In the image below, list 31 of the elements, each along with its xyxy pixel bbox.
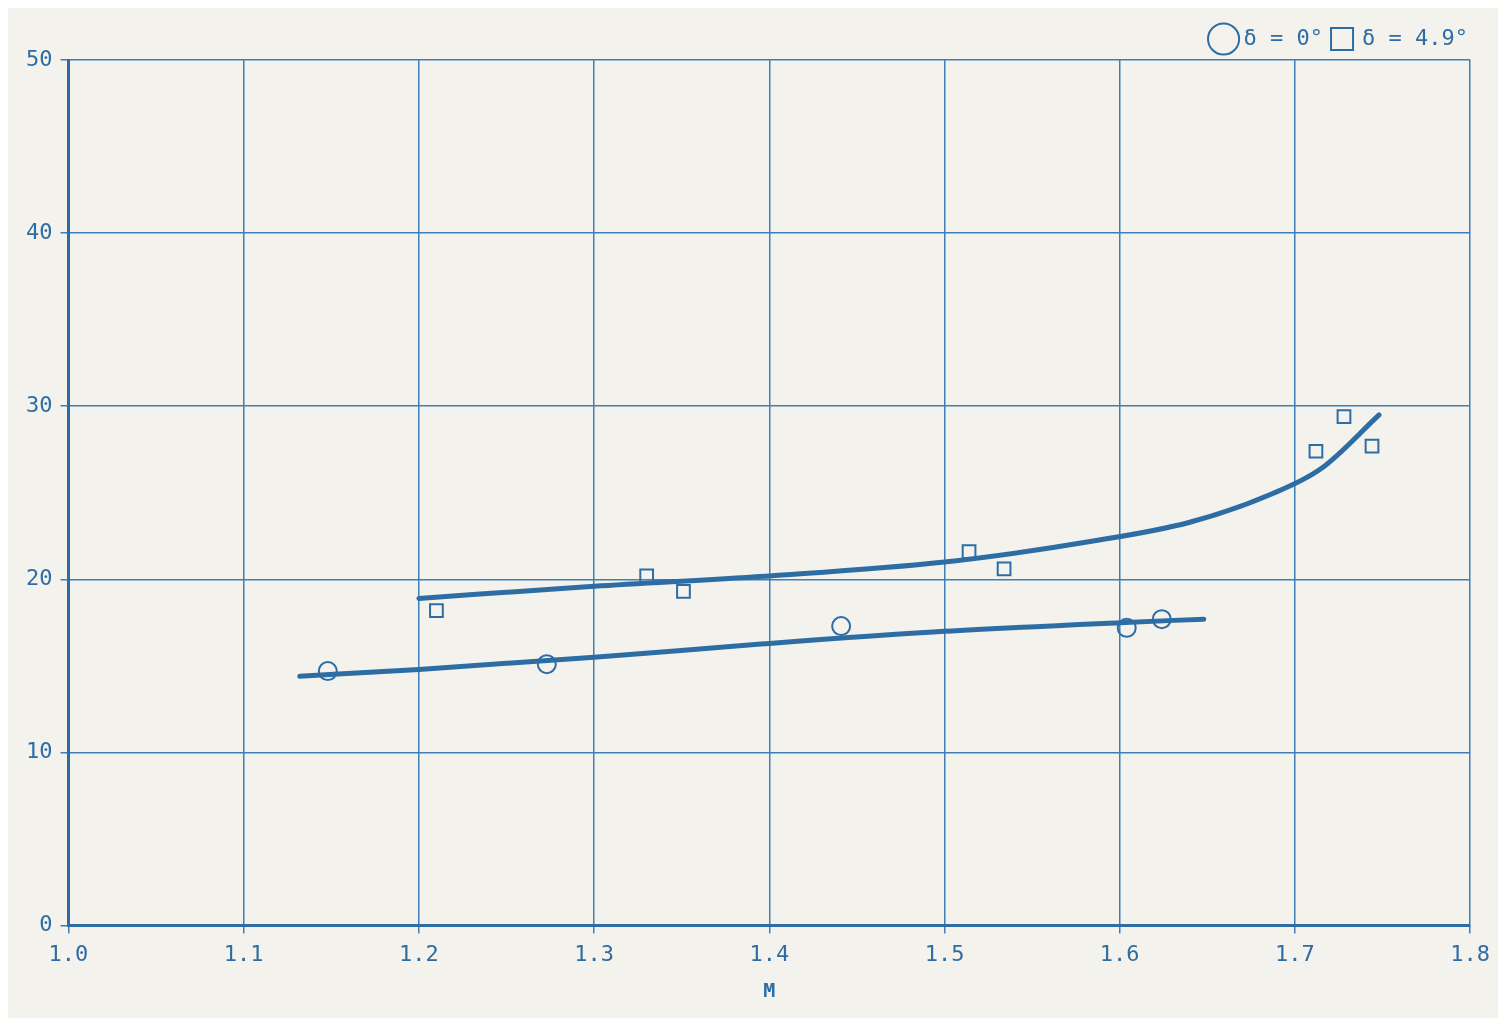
point <box>1116 617 1137 638</box>
y-tick-label: 30 <box>25 391 53 417</box>
point <box>639 568 655 584</box>
x-tick-label: 1.3 <box>574 940 614 966</box>
legend-label: δ = 4.9° <box>1362 24 1469 50</box>
point <box>536 654 557 675</box>
point <box>996 561 1012 577</box>
y-tick-label: 50 <box>25 45 53 71</box>
x-tick-label: 1.6 <box>1099 940 1140 966</box>
point <box>1151 609 1172 630</box>
y-tick-label: 10 <box>25 738 53 764</box>
x-tick-label: 1.0 <box>48 940 89 966</box>
point <box>1364 438 1380 454</box>
x-tick-label: 1.5 <box>924 940 965 966</box>
y-tick-label: 0 <box>39 911 53 937</box>
point <box>676 584 691 599</box>
x-axis-title: M <box>763 978 776 1003</box>
x-tick-label: 1.8 <box>1450 940 1491 966</box>
legend-label: δ = 0° <box>1243 24 1324 50</box>
point <box>961 544 977 560</box>
x-tick-label: 1.4 <box>749 940 790 966</box>
y-tick-label: 20 <box>25 565 53 591</box>
point <box>429 603 444 618</box>
x-tick-label: 1.1 <box>223 940 264 966</box>
point <box>831 616 852 637</box>
y-tick-label: 40 <box>25 218 53 244</box>
point <box>1308 443 1324 459</box>
point <box>317 661 338 682</box>
x-tick-label: 1.2 <box>399 940 439 966</box>
point <box>1336 409 1352 424</box>
x-tick-label: 1.7 <box>1275 940 1315 966</box>
